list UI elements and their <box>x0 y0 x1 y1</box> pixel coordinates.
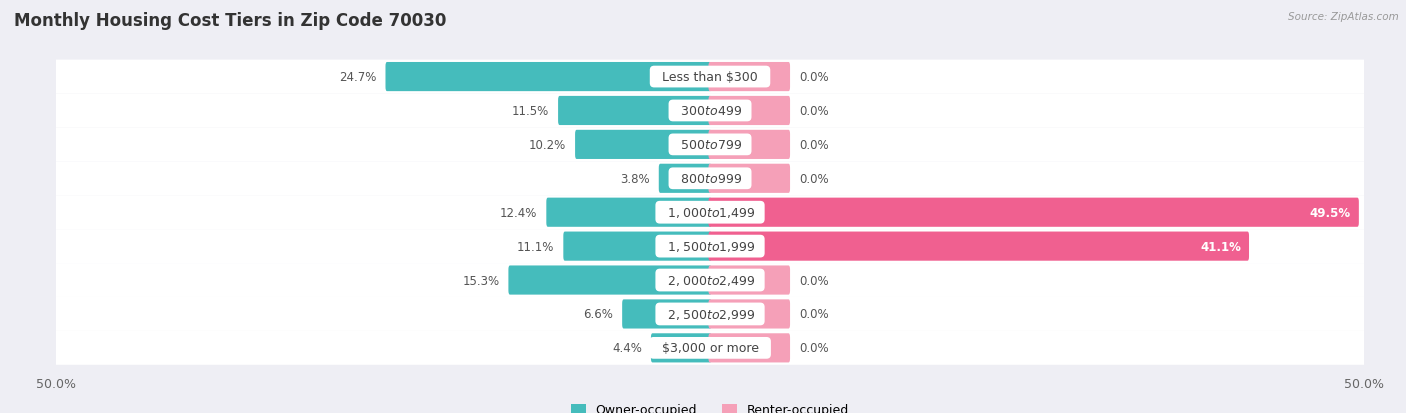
FancyBboxPatch shape <box>575 131 711 159</box>
Text: $500 to $799: $500 to $799 <box>673 138 747 152</box>
Text: 11.1%: 11.1% <box>517 240 554 253</box>
Text: 49.5%: 49.5% <box>1309 206 1351 219</box>
Text: $1,000 to $1,499: $1,000 to $1,499 <box>659 206 761 220</box>
Text: $800 to $999: $800 to $999 <box>673 172 747 185</box>
Text: 10.2%: 10.2% <box>529 138 567 152</box>
Text: Monthly Housing Cost Tiers in Zip Code 70030: Monthly Housing Cost Tiers in Zip Code 7… <box>14 12 447 30</box>
Text: $300 to $499: $300 to $499 <box>673 105 747 118</box>
Text: 0.0%: 0.0% <box>799 274 828 287</box>
Text: 0.0%: 0.0% <box>799 172 828 185</box>
FancyBboxPatch shape <box>709 63 790 92</box>
FancyBboxPatch shape <box>709 333 790 363</box>
FancyBboxPatch shape <box>49 94 1371 128</box>
FancyBboxPatch shape <box>558 97 711 126</box>
FancyBboxPatch shape <box>547 198 711 227</box>
Text: $2,500 to $2,999: $2,500 to $2,999 <box>659 307 761 321</box>
FancyBboxPatch shape <box>49 297 1371 331</box>
FancyBboxPatch shape <box>49 263 1371 297</box>
Legend: Owner-occupied, Renter-occupied: Owner-occupied, Renter-occupied <box>571 404 849 413</box>
Text: Source: ZipAtlas.com: Source: ZipAtlas.com <box>1288 12 1399 22</box>
FancyBboxPatch shape <box>49 162 1371 196</box>
Text: 0.0%: 0.0% <box>799 105 828 118</box>
FancyBboxPatch shape <box>709 266 790 295</box>
FancyBboxPatch shape <box>709 300 790 329</box>
FancyBboxPatch shape <box>709 198 1358 227</box>
FancyBboxPatch shape <box>49 331 1371 365</box>
FancyBboxPatch shape <box>709 97 790 126</box>
Text: $1,500 to $1,999: $1,500 to $1,999 <box>659 240 761 254</box>
FancyBboxPatch shape <box>509 266 711 295</box>
FancyBboxPatch shape <box>49 128 1371 162</box>
Text: 0.0%: 0.0% <box>799 71 828 84</box>
FancyBboxPatch shape <box>709 131 790 159</box>
FancyBboxPatch shape <box>659 164 711 193</box>
Text: 0.0%: 0.0% <box>799 342 828 354</box>
FancyBboxPatch shape <box>623 300 711 329</box>
Text: 0.0%: 0.0% <box>799 308 828 320</box>
Text: Less than $300: Less than $300 <box>654 71 766 84</box>
FancyBboxPatch shape <box>709 232 1249 261</box>
Text: 12.4%: 12.4% <box>501 206 537 219</box>
FancyBboxPatch shape <box>564 232 711 261</box>
FancyBboxPatch shape <box>385 63 711 92</box>
Text: 24.7%: 24.7% <box>339 71 377 84</box>
FancyBboxPatch shape <box>49 60 1371 94</box>
FancyBboxPatch shape <box>49 196 1371 230</box>
Text: 3.8%: 3.8% <box>620 172 650 185</box>
Text: 11.5%: 11.5% <box>512 105 550 118</box>
FancyBboxPatch shape <box>709 164 790 193</box>
Text: 41.1%: 41.1% <box>1201 240 1241 253</box>
Text: 15.3%: 15.3% <box>463 274 499 287</box>
FancyBboxPatch shape <box>49 230 1371 263</box>
Text: 4.4%: 4.4% <box>612 342 643 354</box>
Text: 0.0%: 0.0% <box>799 138 828 152</box>
Text: $2,000 to $2,499: $2,000 to $2,499 <box>659 273 761 287</box>
Text: $3,000 or more: $3,000 or more <box>654 342 766 354</box>
FancyBboxPatch shape <box>651 333 711 363</box>
Text: 6.6%: 6.6% <box>583 308 613 320</box>
